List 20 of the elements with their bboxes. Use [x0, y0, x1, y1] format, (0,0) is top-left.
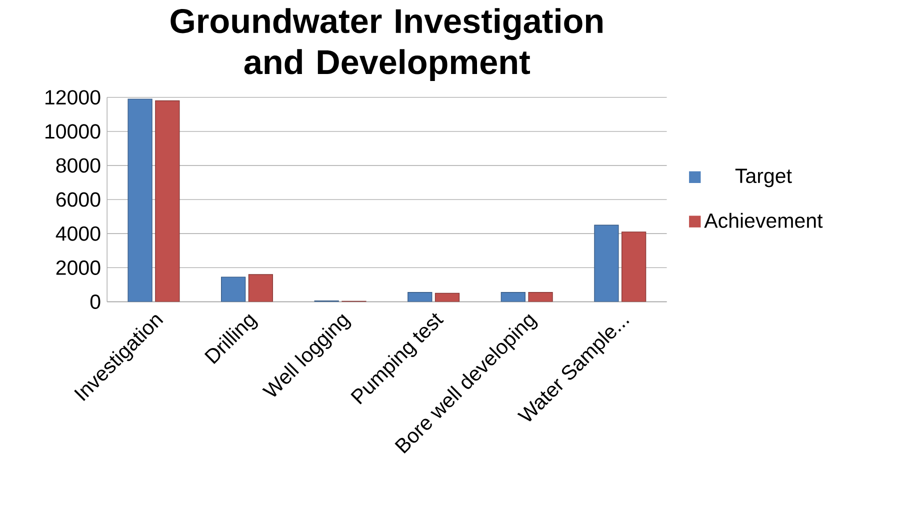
y-tick-label: 6000	[56, 192, 100, 207]
y-tick-label: 4000	[56, 226, 100, 241]
y-tick-label: 2000	[56, 260, 100, 275]
bar	[622, 232, 646, 302]
bar	[434, 292, 460, 302]
bar	[528, 292, 553, 302]
y-tick-label: 10000	[46, 124, 100, 139]
bar	[155, 100, 180, 302]
bar	[248, 274, 274, 302]
bar	[500, 292, 526, 302]
y-tick-label: 0	[90, 294, 100, 309]
bar	[221, 276, 246, 302]
legend-label: Target	[735, 168, 792, 188]
bar	[594, 224, 619, 302]
chart-title: Groundwater Investigation and Development	[170, 8, 602, 82]
bar	[128, 98, 152, 302]
bar	[408, 292, 432, 302]
y-tick-label: 8000	[56, 158, 100, 173]
y-tick-label: 12000	[46, 90, 100, 105]
legend-label: Achievement	[704, 212, 823, 228]
